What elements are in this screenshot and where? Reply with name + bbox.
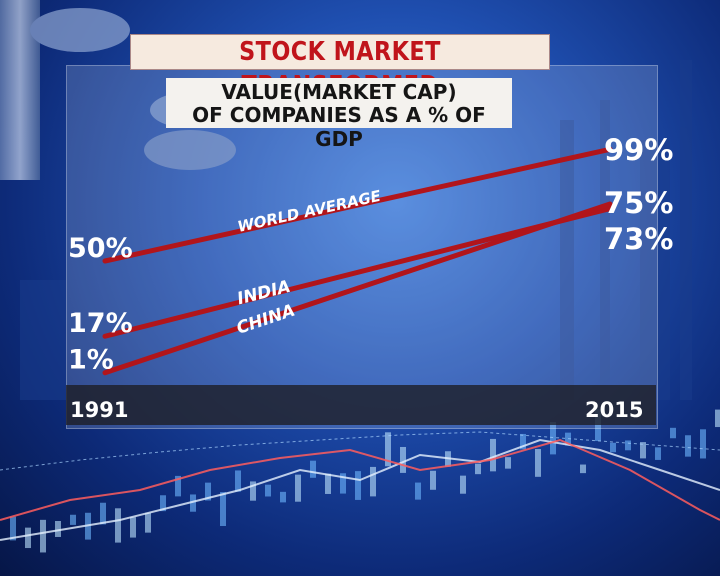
decorative-candle [625,440,631,451]
decorative-candle [190,494,196,512]
decorative-candle [115,508,121,543]
decorative-candle [715,409,720,428]
decorative-candle [70,514,76,525]
decorative-candle [550,422,556,455]
decorative-candle [265,484,271,497]
decorative-candle [595,409,601,441]
decorative-candle [235,470,241,492]
decorative-candle [205,482,211,501]
end-value-label-world-average: 99% [604,133,673,167]
decorative-candle [100,502,106,525]
decorative-candle [10,516,16,541]
decorative-candle [610,442,616,453]
series-name-label-world-average: WORLD AVERAGE [236,187,383,236]
decorative-candle [55,521,61,537]
decorative-candle [310,460,316,478]
decorative-candle [535,449,541,477]
decorative-candle [520,433,526,450]
decorative-candle [325,473,331,494]
decorative-candle [130,517,136,538]
start-value-label-china: 1% [68,345,114,376]
decorative-candle [175,475,181,497]
decorative-candle [565,432,571,446]
decorative-candle [370,466,376,497]
decorative-candle [640,442,646,459]
decorative-candle [385,432,391,467]
decorative-candle [250,481,256,501]
decorative-candle [475,463,481,475]
decorative-candle [145,512,151,533]
chart-subtitle-line2: OF COMPANIES AS A % OF GDP [192,103,486,151]
x-tick-label-2015: 2015 [585,398,643,422]
decorative-candle [700,429,706,459]
decorative-candle [280,491,286,503]
start-value-label-world-average: 50% [68,233,133,264]
chart-subtitle-line1: VALUE(MARKET CAP) [221,80,457,104]
series-line-china [102,201,613,376]
series-line-world-average [102,146,613,264]
decorative-candle [220,492,226,527]
decorative-candle [460,475,466,494]
decorative-candle [670,427,676,439]
decorative-candle [25,527,31,549]
decorative-candle [415,482,421,500]
decorative-candle [490,438,496,472]
decorative-candle [580,464,586,474]
end-value-label-india: 73% [604,222,673,256]
decorative-candle [505,457,511,469]
decorative-candle [430,470,436,490]
decorative-candle [655,447,661,460]
decorative-candle [355,471,361,500]
x-tick-label-1991: 1991 [70,398,128,422]
decorative-candle [685,435,691,457]
start-value-label-india: 17% [68,308,133,339]
decorative-candle [295,474,301,502]
decorative-candle [160,495,166,512]
decorative-candle [340,473,346,494]
title-banner: STOCK MARKET TRANSFORMED [130,34,550,101]
end-value-label-china: 75% [604,186,673,220]
x-axis-band [66,385,656,425]
decorative-candle [400,446,406,473]
subtitle-banner: VALUE(MARKET CAP) OF COMPANIES AS A % OF… [166,78,512,151]
decorative-candle [40,519,46,553]
